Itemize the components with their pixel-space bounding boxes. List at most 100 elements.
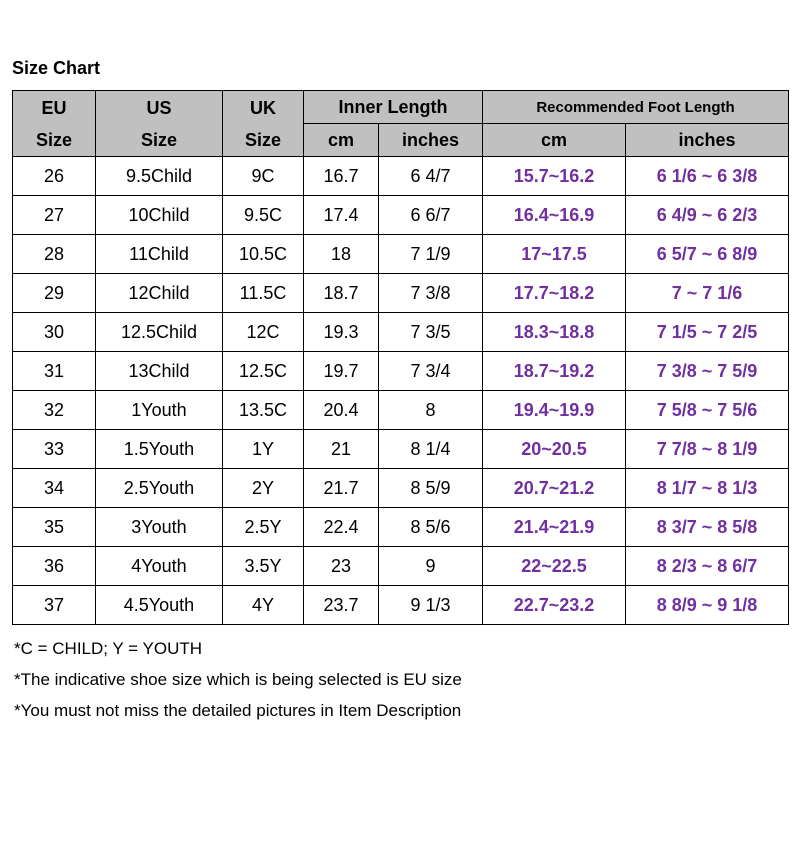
table-cell: 26	[12, 156, 96, 196]
footnotes: *C = CHILD; Y = YOUTH *The indicative sh…	[12, 640, 788, 720]
table-cell: 7 3/8	[378, 273, 483, 313]
table-cell: 35	[12, 507, 96, 547]
header-recommended-cm: cm	[482, 123, 626, 157]
table-cell: 10.5C	[222, 234, 304, 274]
table-row: 33 1.5Youth 1Y 21 8 1/4 20~20.5 7 7/8 ~ 8 1/9	[12, 429, 789, 469]
table-cell: 6 4/7	[378, 156, 483, 196]
table-cell: 4Youth	[95, 546, 223, 586]
table-row: 32 1Youth 13.5C 20.4 8 19.4~19.9 7 5/8 ~ 7 5/6	[12, 390, 789, 430]
table-cell: 8 2/3 ~ 8 6/7	[625, 546, 789, 586]
table-cell: 6 4/9 ~ 6 2/3	[625, 195, 789, 235]
table-cell: 21.7	[303, 468, 379, 508]
table-cell: 32	[12, 390, 96, 430]
table-cell: 8 1/7 ~ 8 1/3	[625, 468, 789, 508]
table-row: 34 2.5Youth 2Y 21.7 8 5/9 20.7~21.2 8 1/7 ~ 8 …	[12, 468, 789, 508]
table-cell: 7 1/5 ~ 7 2/5	[625, 312, 789, 352]
table-cell: 9	[378, 546, 483, 586]
table-cell: 37	[12, 585, 96, 625]
table-row: 29 12Child 11.5C 18.7 7 3/8 17.7~18.2 7 ~ 7 1/…	[12, 273, 789, 313]
table-cell: 20~20.5	[482, 429, 626, 469]
header-row-groups: EU Size US Size UK Size Inner Length Rec…	[12, 90, 789, 157]
table-cell: 4.5Youth	[95, 585, 223, 625]
table-cell: 8 8/9 ~ 9 1/8	[625, 585, 789, 625]
table-cell: 18	[303, 234, 379, 274]
table-cell: 12.5Child	[95, 312, 223, 352]
table-row: 36 4Youth 3.5Y 23 9 22~22.5 8 2/3 ~ 8 6/7	[12, 546, 789, 586]
table-cell: 6 1/6 ~ 6 3/8	[625, 156, 789, 196]
table-cell: 7 1/9	[378, 234, 483, 274]
table-cell: 8 5/9	[378, 468, 483, 508]
header-row-units: cm inches cm inches	[13, 123, 789, 157]
table-cell: 28	[12, 234, 96, 274]
table-row: 28 11Child 10.5C 18 7 1/9 17~17.5 6 5/7 ~ 6 8/…	[12, 234, 789, 274]
table-cell: 2.5Youth	[95, 468, 223, 508]
table-cell: 31	[12, 351, 96, 391]
table-cell: 12C	[222, 312, 304, 352]
table-cell: 9 1/3	[378, 585, 483, 625]
table-cell: 29	[12, 273, 96, 313]
header-recommended-foot-length: Recommended Foot Length	[482, 90, 789, 124]
table-cell: 12Child	[95, 273, 223, 313]
table-cell: 18.7	[303, 273, 379, 313]
table-row: 35 3Youth 2.5Y 22.4 8 5/6 21.4~21.9 8 3/7 ~ 8 …	[12, 507, 789, 547]
table-cell: 7 3/5	[378, 312, 483, 352]
table-cell: 33	[12, 429, 96, 469]
header-us-size: US Size	[95, 90, 223, 157]
table-row: 31 13Child 12.5C 19.7 7 3/4 18.7~19.2 7 3/8 ~ …	[12, 351, 789, 391]
table-cell: 3.5Y	[222, 546, 304, 586]
table-cell: 22~22.5	[482, 546, 626, 586]
table-cell: 13.5C	[222, 390, 304, 430]
table-cell: 19.4~19.9	[482, 390, 626, 430]
table-row: 26 9.5Child 9C 16.7 6 4/7 15.7~16.2 6 1/6 ~ 6 …	[12, 156, 789, 196]
table-cell: 17~17.5	[482, 234, 626, 274]
table-cell: 1Y	[222, 429, 304, 469]
table-cell: 8 1/4	[378, 429, 483, 469]
table-cell: 17.7~18.2	[482, 273, 626, 313]
table-cell: 9.5Child	[95, 156, 223, 196]
table-cell: 21.4~21.9	[482, 507, 626, 547]
table-cell: 22.4	[303, 507, 379, 547]
table-cell: 17.4	[303, 195, 379, 235]
page-title: Size Chart	[12, 58, 101, 78]
table-cell: 7 ~ 7 1/6	[625, 273, 789, 313]
table-header: EU Size US Size UK Size Inner Length Rec…	[12, 90, 789, 157]
table-cell: 3Youth	[95, 507, 223, 547]
table-cell: 7 3/4	[378, 351, 483, 391]
table-cell: 11Child	[95, 234, 223, 274]
table-cell: 22.7~23.2	[482, 585, 626, 625]
table-cell: 12.5C	[222, 351, 304, 391]
table-cell: 4Y	[222, 585, 304, 625]
table-cell: 27	[12, 195, 96, 235]
table-row: 30 12.5Child 12C 19.3 7 3/5 18.3~18.8 7 1/5 ~ …	[12, 312, 789, 352]
table-cell: 7 5/8 ~ 7 5/6	[625, 390, 789, 430]
table-cell: 16.7	[303, 156, 379, 196]
table-cell: 15.7~16.2	[482, 156, 626, 196]
header-inner-length-inches: inches	[378, 123, 483, 157]
size-table-body: 26 9.5Child 9C 16.7 6 4/7 15.7~16.2 6 1/6 ~ 6 …	[12, 156, 789, 625]
table-cell: 7 7/8 ~ 8 1/9	[625, 429, 789, 469]
footnote-child-youth-legend: *C = CHILD; Y = YOUTH	[14, 639, 203, 658]
table-cell: 13Child	[95, 351, 223, 391]
table-cell: 9C	[222, 156, 304, 196]
table-cell: 18.7~19.2	[482, 351, 626, 391]
table-row: 27 10Child 9.5C 17.4 6 6/7 16.4~16.9 6 4/9 ~ 6…	[12, 195, 789, 235]
table-cell: 8 3/7 ~ 8 5/8	[625, 507, 789, 547]
table-cell: 1Youth	[95, 390, 223, 430]
table-cell: 23	[303, 546, 379, 586]
table-cell: 23.7	[303, 585, 379, 625]
table-cell: 10Child	[95, 195, 223, 235]
table-cell: 8 5/6	[378, 507, 483, 547]
header-recommended-inches: inches	[625, 123, 789, 157]
table-cell: 9.5C	[222, 195, 304, 235]
header-uk-size: UK Size	[222, 90, 304, 157]
table-cell: 34	[12, 468, 96, 508]
table-cell: 6 6/7	[378, 195, 483, 235]
table-cell: 20.7~21.2	[482, 468, 626, 508]
table-row: 37 4.5Youth 4Y 23.7 9 1/3 22.7~23.2 8 8/9 ~ 9 …	[12, 585, 789, 625]
table-cell: 21	[303, 429, 379, 469]
header-inner-length-cm: cm	[303, 123, 379, 157]
table-cell: 11.5C	[222, 273, 304, 313]
table-cell: 6 5/7 ~ 6 8/9	[625, 234, 789, 274]
table-cell: 16.4~16.9	[482, 195, 626, 235]
table-cell: 2Y	[222, 468, 304, 508]
